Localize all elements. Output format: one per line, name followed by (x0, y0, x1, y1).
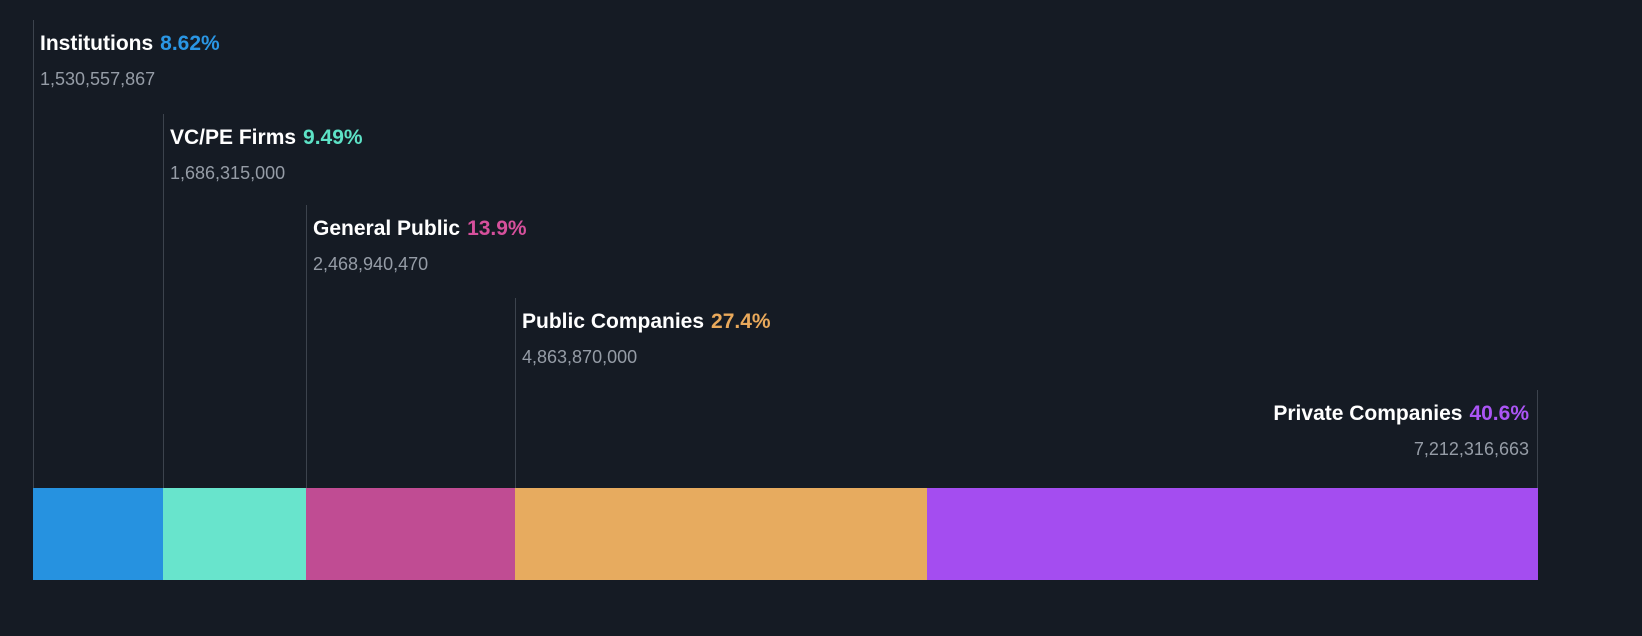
bar-segment-public-companies[interactable] (514, 488, 928, 580)
segment-label: Institutions (40, 32, 154, 55)
segment-percent: 8.62% (160, 32, 220, 55)
segment-title-line: Public Companies 27.4% (522, 310, 771, 334)
segment-percent: 27.4% (711, 310, 771, 333)
leader-line-general-public (306, 205, 307, 488)
segment-label: Public Companies (522, 310, 705, 333)
bar-segment-institutions[interactable] (33, 488, 163, 580)
segment-label: General Public (313, 217, 461, 240)
callout-general-public: General Public 13.9% 2,468,940,470 (313, 217, 527, 274)
segment-share-count: 4,863,870,000 (522, 347, 638, 367)
segment-title-line: Private Companies 40.6% (1273, 402, 1529, 426)
segment-share-count: 1,686,315,000 (170, 163, 286, 183)
leader-line-institutions (33, 20, 34, 488)
bar-segment-general-public[interactable] (305, 488, 515, 580)
bar-segment-vcpe-firms[interactable] (162, 488, 306, 580)
leader-line-vcpe-firms (163, 114, 164, 488)
segment-percent: 13.9% (467, 217, 527, 240)
bar-segment-private-companies[interactable] (927, 488, 1538, 580)
callout-institutions: Institutions 8.62% 1,530,557,867 (40, 32, 220, 89)
segment-share-count: 7,212,316,663 (1413, 439, 1529, 459)
segment-percent: 9.49% (303, 126, 363, 149)
segment-title-line: Institutions 8.62% (40, 32, 220, 56)
segment-percent: 40.6% (1469, 402, 1529, 425)
leader-line-private-companies (1537, 390, 1538, 488)
callout-private-companies: Private Companies 40.6% 7,212,316,663 (1273, 402, 1529, 459)
segment-title-line: VC/PE Firms 9.49% (170, 126, 363, 150)
segment-label: VC/PE Firms (170, 126, 297, 149)
callout-vcpe-firms: VC/PE Firms 9.49% 1,686,315,000 (170, 126, 363, 183)
segment-share-count: 2,468,940,470 (313, 254, 429, 274)
callout-public-companies: Public Companies 27.4% 4,863,870,000 (522, 310, 771, 367)
leader-line-public-companies (515, 298, 516, 488)
segment-label: Private Companies (1273, 402, 1463, 425)
segment-title-line: General Public 13.9% (313, 217, 527, 241)
segment-share-count: 1,530,557,867 (40, 69, 156, 89)
